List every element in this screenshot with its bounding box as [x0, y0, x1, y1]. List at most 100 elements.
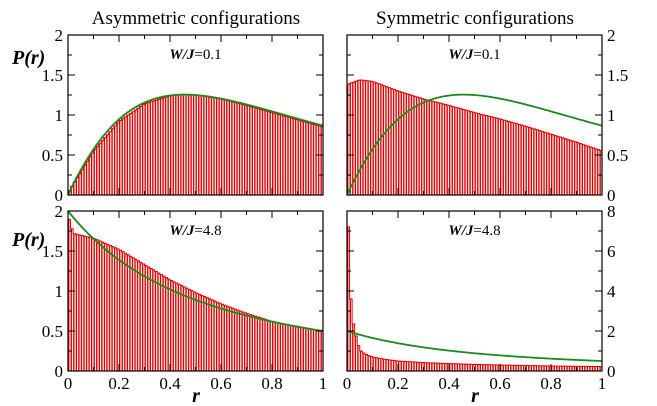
panel-asymmetric-w0-1: 0 0.5 1 1.5 2 W/J=0.1: [42, 26, 324, 205]
histogram-bar: [266, 111, 269, 195]
x-tick-label: 0.4: [438, 374, 460, 393]
histogram-bar: [85, 161, 88, 195]
histogram-bar: [418, 362, 420, 371]
histogram-bar: [477, 113, 479, 195]
histogram-bar: [540, 365, 543, 371]
histogram-bar: [249, 314, 251, 371]
histogram-bar: [581, 144, 583, 195]
y-tick-label: 2: [55, 26, 64, 45]
histogram-bar: [561, 137, 563, 195]
histogram-bar: [456, 363, 459, 371]
histogram-bar: [277, 322, 279, 371]
histogram-bar: [387, 87, 390, 195]
histogram-bar: [231, 308, 233, 371]
histogram-bar: [573, 141, 576, 195]
histogram-bar: [261, 318, 264, 371]
histogram-bar: [352, 324, 354, 371]
histogram-bar: [451, 106, 453, 195]
histogram-bar: [548, 133, 550, 195]
histogram-bar: [274, 113, 276, 195]
histogram-bar: [141, 263, 144, 371]
histogram-bar: [461, 109, 464, 195]
histogram-bar: [387, 359, 390, 371]
histogram-bar: [213, 301, 215, 371]
histogram-bar: [464, 364, 466, 371]
histogram-bar: [431, 101, 433, 195]
histogram-bar: [426, 99, 428, 195]
histogram-bar: [175, 283, 177, 371]
histogram-bar: [385, 359, 387, 371]
histogram-bar: [277, 114, 279, 195]
histogram-bar: [218, 303, 220, 371]
histogram-bar: [205, 96, 208, 195]
histogram-bar: [289, 118, 292, 195]
histogram-bar: [377, 358, 379, 371]
histogram-bar: [106, 244, 108, 371]
histogram-bar: [505, 365, 507, 372]
histogram-bar: [162, 97, 164, 195]
histogram-bar: [369, 356, 372, 371]
histogram-bar: [228, 307, 231, 371]
histogram-bar: [533, 129, 535, 195]
histogram-bar: [297, 327, 299, 371]
histogram-bar: [487, 116, 489, 195]
histogram-bar: [573, 366, 576, 371]
histogram-bar: [157, 99, 159, 195]
histogram-bar: [70, 228, 72, 371]
histogram-bar: [535, 129, 538, 195]
histogram-bar: [408, 94, 410, 195]
histogram-bar: [556, 366, 558, 371]
histogram-bar: [375, 357, 377, 371]
histogram-bar: [400, 361, 402, 371]
x-tick-label: 0.4: [159, 374, 181, 393]
histogram-bar: [482, 114, 484, 195]
histogram-bar: [251, 107, 253, 195]
histogram-bar: [492, 117, 494, 195]
histogram-bar: [315, 125, 317, 195]
annotation-parameter: W/J: [169, 47, 195, 63]
histogram-bar: [403, 361, 405, 371]
histogram-bar: [180, 94, 182, 195]
histogram-bar: [126, 254, 129, 371]
histogram-bar: [535, 365, 538, 371]
histogram-bar: [68, 219, 70, 371]
histogram-bar: [525, 126, 527, 195]
histogram-bar: [426, 362, 428, 371]
histogram-bar: [259, 317, 261, 371]
histogram-bar: [502, 120, 504, 195]
histogram-bar: [553, 135, 555, 195]
histogram-bar: [251, 315, 253, 371]
histogram-bar: [294, 326, 297, 371]
histogram-bar: [492, 364, 494, 371]
histogram-bar: [497, 118, 499, 195]
histogram-bar: [210, 299, 213, 371]
histogram-bar: [566, 366, 568, 371]
histogram-bar: [111, 128, 113, 195]
histogram-bar: [563, 366, 566, 371]
histogram-bar: [505, 120, 507, 195]
x-tick-label: 0.8: [261, 374, 282, 393]
x-axis-label-left: r: [192, 385, 200, 406]
histogram-bar: [177, 94, 180, 195]
histogram-bar: [400, 92, 402, 195]
histogram-bar: [190, 290, 192, 371]
histogram-bar: [208, 298, 210, 371]
histogram-bar: [243, 312, 246, 371]
x-tick-label: 0.2: [387, 374, 408, 393]
histogram-bar: [594, 366, 596, 371]
histogram-bar: [558, 137, 561, 195]
histogram-bar: [134, 259, 136, 371]
histogram-bar: [349, 83, 351, 195]
histogram-bar: [561, 366, 563, 371]
histogram-bar: [530, 365, 532, 372]
histogram-bar: [438, 103, 441, 195]
histogram-bar: [392, 89, 395, 195]
histogram-bar: [154, 271, 157, 371]
histogram-bar: [551, 366, 553, 371]
histogram-bar: [228, 101, 231, 195]
histogram-bar: [305, 122, 307, 195]
histogram-bar: [180, 285, 182, 371]
histogram-bar: [119, 120, 121, 195]
histogram-bar: [167, 279, 169, 371]
